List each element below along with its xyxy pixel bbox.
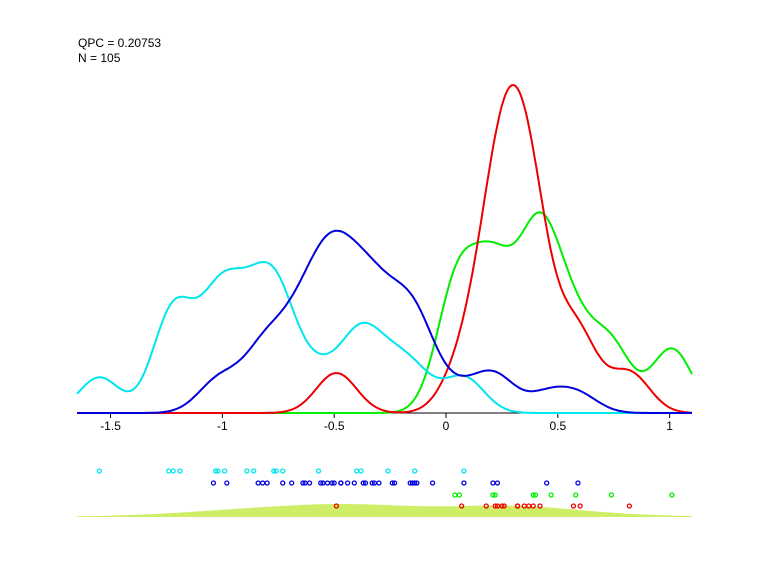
data-point — [412, 480, 418, 486]
density-curve-2 — [77, 211, 693, 414]
data-point — [492, 503, 498, 509]
data-point — [273, 468, 279, 474]
data-point — [264, 480, 270, 486]
x-tick-label: 1 — [666, 419, 673, 433]
data-point — [577, 503, 583, 509]
data-point — [259, 480, 266, 486]
density-curve-3 — [77, 83, 693, 414]
data-point — [331, 480, 337, 486]
data-point — [177, 468, 183, 474]
data-point — [391, 480, 398, 486]
data-point — [494, 480, 501, 486]
data-point — [483, 503, 489, 509]
data-point — [490, 480, 496, 486]
n-label: N = 105 — [78, 51, 121, 65]
data-point — [412, 468, 418, 474]
data-point — [360, 480, 366, 486]
x-tick-label: -1 — [217, 419, 228, 433]
data-point — [543, 480, 550, 486]
data-point — [626, 503, 633, 509]
data-point — [353, 468, 360, 474]
data-point — [300, 480, 306, 486]
data-point — [306, 480, 313, 486]
data-point — [333, 503, 340, 509]
data-point — [530, 492, 536, 498]
data-point — [389, 480, 395, 486]
data-point — [344, 480, 351, 486]
data-point — [213, 468, 219, 474]
data-point — [351, 480, 357, 486]
data-point — [362, 480, 369, 486]
data-point — [456, 492, 463, 498]
data-point — [501, 503, 507, 509]
x-tick-label: -0.5 — [324, 419, 345, 433]
data-point — [166, 468, 172, 474]
data-point — [514, 503, 521, 509]
x-tick-label: -1.5 — [100, 419, 121, 433]
data-point — [452, 492, 458, 498]
data-point — [461, 468, 467, 474]
overall-density-area — [77, 504, 692, 517]
data-point — [358, 468, 364, 474]
data-point — [669, 492, 675, 498]
data-point — [608, 492, 615, 498]
data-point — [573, 492, 579, 498]
data-point — [244, 468, 250, 474]
data-point — [271, 468, 277, 474]
qpc-label: QPC = 0.20753 — [78, 36, 162, 50]
data-point — [224, 480, 230, 486]
x-tick-label: 0.5 — [549, 419, 566, 433]
data-point — [280, 480, 286, 486]
data-point — [499, 503, 505, 509]
data-point — [548, 492, 554, 498]
data-point — [289, 480, 295, 486]
data-point — [324, 480, 331, 486]
data-point — [338, 480, 344, 486]
data-point — [315, 468, 322, 474]
data-point — [385, 468, 391, 474]
data-point — [429, 480, 436, 486]
density-curve-1 — [77, 229, 692, 414]
data-point — [490, 492, 496, 498]
data-point — [221, 468, 228, 474]
data-point — [532, 492, 539, 498]
data-point — [170, 468, 176, 474]
data-point — [521, 503, 527, 509]
data-point — [369, 480, 375, 486]
data-point — [492, 492, 498, 498]
data-point — [459, 503, 465, 509]
data-point — [210, 480, 217, 486]
data-point — [329, 480, 335, 486]
data-point — [96, 468, 103, 474]
data-point — [318, 480, 324, 486]
data-point — [575, 480, 581, 486]
density-curve-0 — [76, 260, 692, 414]
data-point — [526, 503, 532, 509]
data-point — [215, 468, 221, 474]
data-point — [570, 503, 577, 509]
data-point — [251, 468, 257, 474]
data-point — [376, 480, 382, 486]
data-point — [255, 480, 261, 486]
data-point — [461, 480, 467, 486]
data-point — [414, 480, 420, 486]
data-point — [530, 503, 536, 509]
x-tick-label: 0 — [443, 419, 450, 433]
data-point — [537, 503, 543, 509]
data-point — [280, 468, 286, 474]
